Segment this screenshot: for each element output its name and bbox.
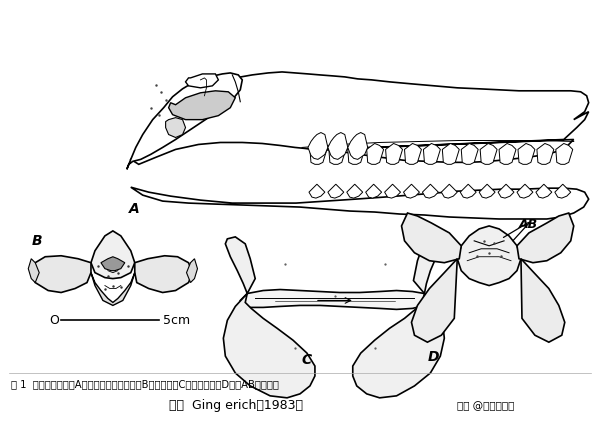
Text: 头条 @猎奇动物社: 头条 @猎奇动物社 — [457, 400, 515, 410]
Polygon shape — [412, 259, 457, 342]
Polygon shape — [309, 185, 325, 199]
Polygon shape — [131, 188, 589, 220]
Polygon shape — [101, 257, 125, 271]
Polygon shape — [442, 144, 459, 165]
Polygon shape — [169, 92, 235, 120]
Polygon shape — [348, 144, 365, 165]
Text: A: A — [129, 201, 140, 216]
Text: C: C — [302, 352, 312, 366]
Polygon shape — [457, 227, 521, 286]
Polygon shape — [537, 144, 554, 165]
Polygon shape — [499, 144, 516, 165]
Polygon shape — [226, 237, 255, 294]
Polygon shape — [328, 185, 344, 199]
Polygon shape — [460, 185, 476, 199]
Polygon shape — [185, 75, 218, 89]
Polygon shape — [517, 214, 574, 263]
Polygon shape — [424, 144, 440, 165]
Polygon shape — [28, 259, 39, 283]
Polygon shape — [480, 144, 497, 165]
Polygon shape — [536, 185, 552, 199]
Text: D: D — [427, 349, 439, 363]
Polygon shape — [223, 294, 315, 398]
Polygon shape — [166, 118, 185, 138]
Polygon shape — [461, 144, 478, 165]
Polygon shape — [517, 185, 533, 199]
Polygon shape — [328, 133, 348, 160]
Polygon shape — [442, 185, 457, 199]
Polygon shape — [556, 144, 573, 165]
Polygon shape — [240, 290, 430, 310]
Polygon shape — [187, 259, 197, 283]
Polygon shape — [91, 273, 135, 306]
Polygon shape — [127, 74, 242, 170]
Polygon shape — [308, 133, 328, 160]
Polygon shape — [385, 185, 401, 199]
Text: O: O — [49, 314, 59, 326]
Polygon shape — [422, 185, 439, 199]
Polygon shape — [555, 185, 571, 199]
Text: （自  Ging erich，1983）: （自 Ging erich，1983） — [169, 398, 302, 411]
Polygon shape — [348, 133, 368, 160]
Text: 图 1  巴基鲸的头骨（A）及颅后骨的后面观（B）背面观（C）和腹面观（D），AB为耳骨泡: 图 1 巴基鲸的头骨（A）及颅后骨的后面观（B）背面观（C）和腹面观（D），AB… — [11, 378, 279, 388]
Polygon shape — [386, 144, 403, 165]
Polygon shape — [479, 185, 495, 199]
Text: 5cm: 5cm — [163, 314, 190, 326]
Polygon shape — [521, 259, 565, 342]
Text: AB: AB — [519, 217, 538, 230]
Polygon shape — [31, 256, 91, 293]
Polygon shape — [347, 185, 363, 199]
Polygon shape — [365, 185, 382, 199]
Polygon shape — [404, 144, 421, 165]
Polygon shape — [413, 237, 440, 294]
Polygon shape — [367, 144, 383, 165]
Polygon shape — [91, 231, 135, 279]
Polygon shape — [498, 185, 514, 199]
Text: B: B — [31, 233, 42, 247]
Polygon shape — [329, 144, 346, 165]
Polygon shape — [518, 144, 535, 165]
Polygon shape — [353, 294, 445, 398]
Polygon shape — [135, 256, 193, 293]
Polygon shape — [131, 73, 589, 165]
Polygon shape — [404, 185, 419, 199]
Polygon shape — [310, 144, 327, 165]
Polygon shape — [401, 214, 461, 263]
